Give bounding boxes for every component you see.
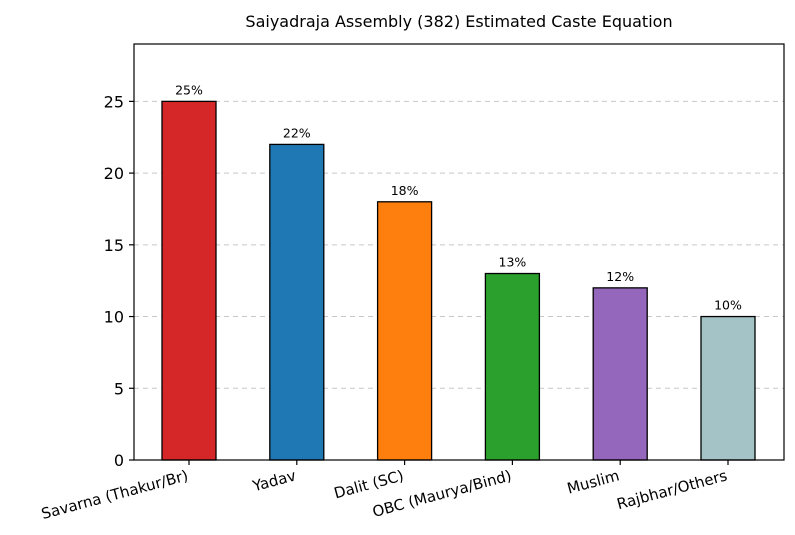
bar	[376, 201, 433, 461]
data-label: 22%	[283, 125, 311, 140]
plot-frame	[133, 43, 785, 461]
y-tick-label: 5	[114, 379, 124, 398]
y-tick-label: 15	[104, 236, 124, 255]
x-tick-label: Savarna (Thakur/Br)	[39, 466, 190, 523]
y-axis-ticks: 0 5 10 15 20 25	[104, 92, 134, 470]
chart-title: Saiyadraja Assembly (382) Estimated Cast…	[245, 12, 672, 31]
data-label: 25%	[175, 82, 203, 97]
data-labels: 25% 22% 18% 13% 12% 10%	[175, 82, 742, 312]
bar	[592, 287, 648, 461]
data-label: 18%	[391, 183, 419, 198]
bars	[161, 100, 756, 461]
bar	[269, 143, 325, 461]
y-tick-label: 25	[104, 92, 124, 111]
x-tick-label: Yadav	[250, 466, 298, 495]
y-tick-label: 0	[114, 451, 124, 470]
gridlines	[134, 100, 784, 389]
bar	[700, 315, 756, 461]
x-tick-label: Muslim	[565, 466, 621, 497]
bar	[484, 272, 541, 461]
y-tick-label: 20	[104, 164, 124, 183]
x-tick-label: Rajbhar/Others	[615, 466, 729, 513]
bar	[161, 100, 217, 461]
data-label: 13%	[499, 255, 527, 270]
x-axis-ticks: Savarna (Thakur/Br) Yadav Dalit (SC)OBC (M…	[39, 460, 729, 523]
data-label: 10%	[714, 298, 742, 313]
y-tick-label: 10	[104, 308, 124, 327]
data-label: 12%	[606, 269, 634, 284]
